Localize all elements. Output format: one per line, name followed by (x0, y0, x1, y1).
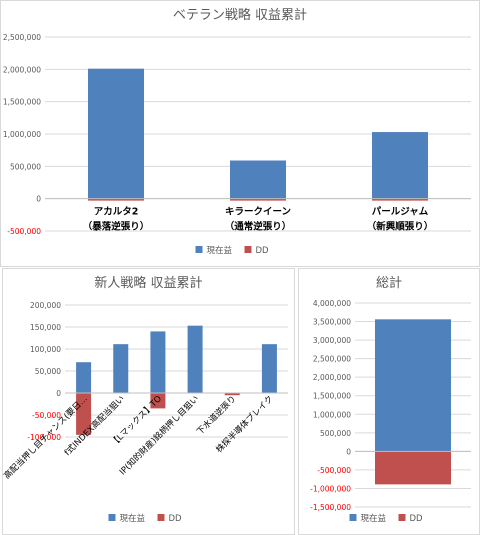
y-tick-label: 2,000,000 (313, 373, 351, 382)
y-tick-label: 200,000 (30, 301, 61, 310)
y-tick-label: 2,500,000 (3, 33, 41, 42)
y-tick-label: -50,000 (32, 411, 61, 420)
legend-swatch-dd (157, 514, 165, 521)
veteran-strategy-chart: ベテラン戦略 収益累計 -500,000 0 500,000 1,000,000 1,50… (0, 0, 480, 267)
profit-bar (230, 160, 286, 199)
profit-bar (88, 68, 144, 199)
y-tick-label: 500,000 (320, 429, 351, 438)
y-tick-label: 100,000 (30, 345, 61, 354)
legend-swatch-profit (195, 246, 203, 253)
chart-title: ベテラン戦略 収益累計 (173, 7, 307, 23)
legend-swatch-dd (398, 514, 406, 521)
y-tick-label: 2,000,000 (3, 65, 41, 74)
y-tick-label: -500,000 (317, 466, 351, 475)
y-tick-label: 50,000 (35, 367, 61, 376)
y-tick-label: -100,000 (27, 433, 61, 442)
y-tick-label: -1,000,000 (310, 484, 351, 493)
legend-swatch-profit (349, 514, 357, 521)
y-tick-label: 0 (36, 195, 41, 204)
legend-swatch-dd (244, 246, 252, 253)
profit-bar (187, 325, 203, 393)
y-tick-label: 0 (56, 389, 61, 398)
y-tick-label: 3,000,000 (313, 336, 351, 345)
category-label: （暴落逆張り） (83, 221, 150, 233)
category-label: キラークイーン (225, 207, 291, 218)
legend-label-profit: 現在益 (120, 513, 146, 524)
profit-bar (375, 319, 451, 452)
chart-title: 新人戦略 収益累計 (94, 275, 202, 291)
category-label: アカルタ2 (94, 206, 139, 218)
y-tick-label: 1,000,000 (3, 130, 41, 139)
y-tick-label: 3,500,000 (313, 318, 351, 327)
y-tick-label: 1,000,000 (313, 410, 351, 419)
dd-bar (88, 198, 144, 201)
total-chart: 総計 -1,500,000 -1,000,000 -500,000 0 500,000 1,… (298, 268, 480, 535)
profit-bar (261, 344, 277, 393)
y-tick-label: 1,500,000 (313, 392, 351, 401)
y-tick-label: -1,500,000 (310, 503, 351, 512)
dd-bar (375, 451, 451, 485)
y-tick-label: 150,000 (30, 323, 61, 332)
profit-bar (150, 331, 166, 393)
y-tick-label: -500,000 (7, 227, 41, 236)
total-chart-svg: 総計 -1,500,000 -1,000,000 -500,000 0 500,000 1,… (310, 275, 471, 524)
dd-bar (76, 393, 92, 435)
dd-bar (224, 393, 240, 396)
profit-bar (113, 344, 129, 393)
legend-label-dd: DD (256, 246, 270, 256)
newbie-strategy-chart: 新人戦略 収益累計 -100,000 -50,000 0 50,000 100,000 15… (2, 268, 295, 535)
dd-bar (372, 198, 428, 201)
legend-label-dd: DD (169, 514, 183, 524)
category-label: パールジャム (372, 206, 429, 218)
y-tick-label: 0 (346, 447, 351, 456)
legend-label-dd: DD (410, 514, 424, 524)
y-tick-label: 500,000 (10, 162, 41, 171)
dd-bar (230, 198, 286, 201)
profit-bar (76, 362, 92, 393)
y-tick-label: 1,500,000 (3, 98, 41, 107)
veteran-chart-svg: ベテラン戦略 収益累計 -500,000 0 500,000 1,000,000 1,50… (3, 7, 471, 256)
legend-label-profit: 現在益 (361, 513, 387, 524)
category-label: （新興順張り） (367, 221, 434, 233)
legend-label-profit: 現在益 (207, 245, 233, 256)
y-tick-label: 4,000,000 (313, 299, 351, 308)
chart-title: 総計 (376, 275, 402, 291)
profit-bar (372, 132, 428, 199)
category-label: f式INDEX高配当狙い (62, 393, 127, 458)
newbie-chart-svg: 新人戦略 収益累計 -100,000 -50,000 0 50,000 100,000 15… (3, 275, 288, 524)
category-label: （通常逆張り） (225, 221, 292, 233)
dd-bar (150, 393, 166, 409)
y-tick-label: 2,500,000 (313, 355, 351, 364)
legend-swatch-profit (108, 514, 116, 521)
